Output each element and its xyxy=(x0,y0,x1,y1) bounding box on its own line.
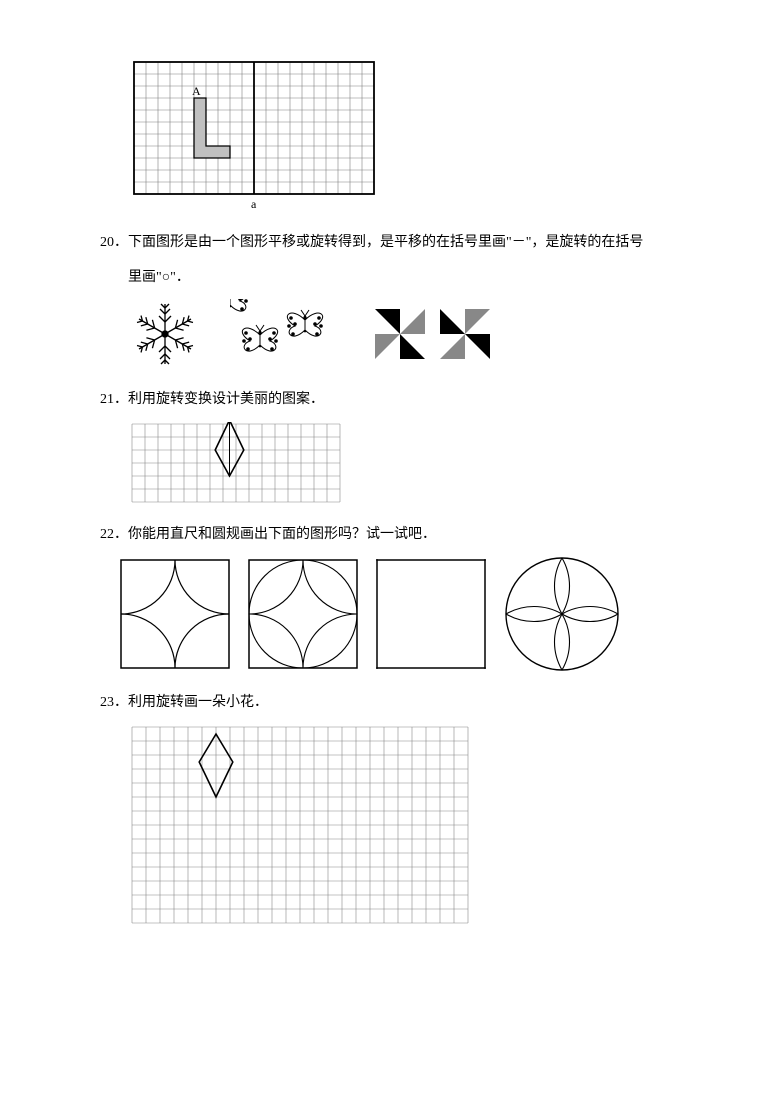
q22-number: 22． xyxy=(100,522,128,549)
q20-line2: 里画"○"． xyxy=(100,265,680,292)
snowflake-icon xyxy=(130,299,200,369)
question-22: 22．你能用直尺和圆规画出下面的图形吗？试一试吧． xyxy=(100,522,680,673)
q21-number: 21． xyxy=(100,387,128,414)
q19-grid-svg: Aa xyxy=(130,60,378,214)
q20-text1: 下面图形是由一个图形平移或旋转得到，是平移的在括号里画"－"，是旋转的在括号 xyxy=(128,235,643,250)
q21-grid-svg xyxy=(130,422,342,504)
q23-text: 利用旋转画一朵小花． xyxy=(128,695,268,710)
q21-text: 利用旋转变换设计美丽的图案． xyxy=(128,392,324,407)
q23-number: 23． xyxy=(100,690,128,717)
q20-number: 20． xyxy=(100,230,128,257)
q21-figure xyxy=(130,422,680,504)
q20-figures xyxy=(130,299,680,369)
question-21: 21．利用旋转变换设计美丽的图案． xyxy=(100,387,680,504)
q22-figures xyxy=(120,556,680,672)
question-20: 20．下面图形是由一个图形平移或旋转得到，是平移的在括号里画"－"，是旋转的在括… xyxy=(100,230,680,369)
q21-line: 21．利用旋转变换设计美丽的图案． xyxy=(100,387,680,414)
q23-line: 23．利用旋转画一朵小花． xyxy=(100,690,680,717)
svg-text:a: a xyxy=(251,197,257,211)
q20-line1: 20．下面图形是由一个图形平移或旋转得到，是平移的在括号里画"－"，是旋转的在括… xyxy=(100,230,680,257)
q19-figure: Aa xyxy=(130,60,680,214)
q23-grid-svg xyxy=(130,725,470,925)
pinwheels-icon xyxy=(370,304,500,364)
q22-fig-b xyxy=(248,559,358,669)
svg-text:A: A xyxy=(192,84,201,98)
q23-figure xyxy=(130,725,680,925)
butterflies-icon xyxy=(230,299,340,369)
q22-line: 22．你能用直尺和圆规画出下面的图形吗？试一试吧． xyxy=(100,522,680,549)
q22-fig-c xyxy=(376,559,486,669)
q22-fig-a xyxy=(120,559,230,669)
q22-fig-d xyxy=(504,556,620,672)
q22-text: 你能用直尺和圆规画出下面的图形吗？试一试吧． xyxy=(128,527,436,542)
question-23: 23．利用旋转画一朵小花． xyxy=(100,690,680,925)
